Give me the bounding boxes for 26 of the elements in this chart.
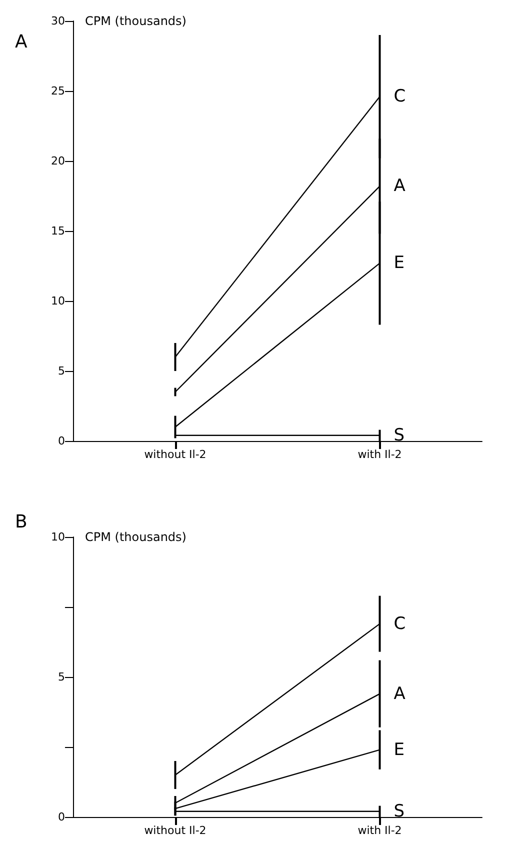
y-tick-label: 0: [58, 434, 65, 448]
y-axis-title: CPM (thousands): [85, 14, 186, 28]
legend-label: S: [394, 801, 405, 822]
y-tick-label: 10: [51, 294, 65, 308]
y-tick-label: 10: [51, 530, 65, 544]
x-tick-label: with Il-2: [358, 448, 402, 461]
text: A: [15, 32, 28, 52]
legend-label: S: [394, 425, 405, 446]
series-label: C: [394, 86, 406, 107]
series-label: A: [394, 684, 406, 704]
y-tick-label: 20: [51, 154, 65, 168]
y-tick-label: 25: [51, 84, 65, 98]
series-label: C: [394, 614, 406, 634]
x-tick-label: with Il-2: [358, 824, 402, 837]
series-label: E: [394, 253, 404, 274]
y-tick-label: 5: [58, 670, 65, 684]
y-tick-label: 30: [51, 14, 65, 28]
y-tick-label: 0: [58, 810, 65, 824]
y-tick-label: 15: [51, 224, 65, 238]
y-axis-title: CPM (thousands): [85, 530, 186, 544]
y-tick-label: 5: [58, 364, 65, 378]
x-tick-label: without Il-2: [144, 824, 206, 837]
x-tick-label: without Il-2: [144, 448, 206, 461]
series-label: E: [394, 740, 404, 760]
chart-title: B: [15, 512, 28, 532]
series-label: A: [394, 176, 406, 196]
